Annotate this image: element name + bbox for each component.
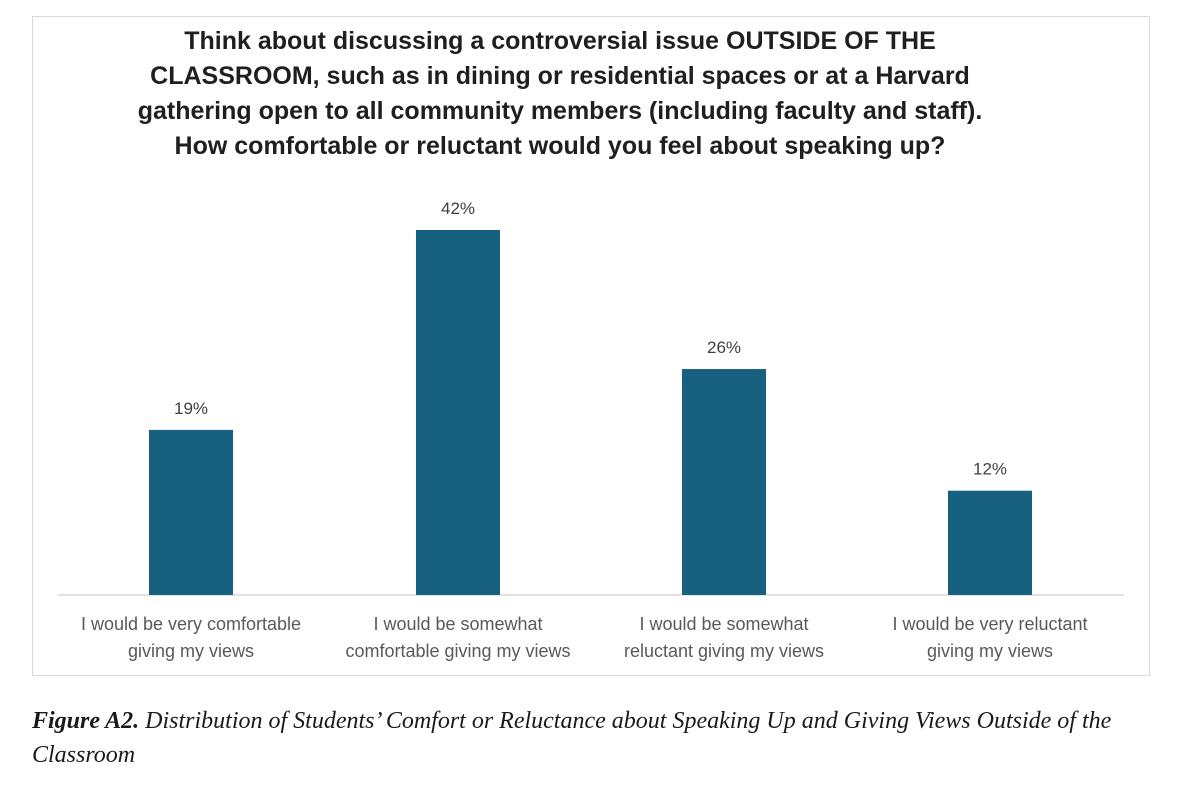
category-label: I would be very comfortable bbox=[81, 614, 301, 634]
figure-caption-text: Distribution of Students’ Comfort or Rel… bbox=[32, 708, 1111, 768]
category-label: I would be somewhat bbox=[639, 614, 808, 634]
bar bbox=[682, 369, 766, 595]
category-label: reluctant giving my views bbox=[624, 641, 824, 661]
data-label: 19% bbox=[174, 399, 208, 418]
bar bbox=[416, 230, 500, 595]
data-label: 12% bbox=[973, 460, 1007, 479]
figure-caption-label: Figure A2. bbox=[32, 708, 139, 734]
figure-caption: Figure A2. Distribution of Students’ Com… bbox=[32, 704, 1162, 772]
category-label: giving my views bbox=[927, 641, 1053, 661]
category-label: giving my views bbox=[128, 641, 254, 661]
data-label: 42% bbox=[441, 199, 475, 218]
category-label: I would be very reluctant bbox=[892, 614, 1087, 634]
bar bbox=[948, 491, 1032, 595]
data-label: 26% bbox=[707, 338, 741, 357]
bar bbox=[149, 430, 233, 595]
category-label: comfortable giving my views bbox=[345, 641, 570, 661]
category-label: I would be somewhat bbox=[373, 614, 542, 634]
bar-chart-plot: 19% I would be very comfortable giving my … bbox=[0, 0, 1179, 700]
